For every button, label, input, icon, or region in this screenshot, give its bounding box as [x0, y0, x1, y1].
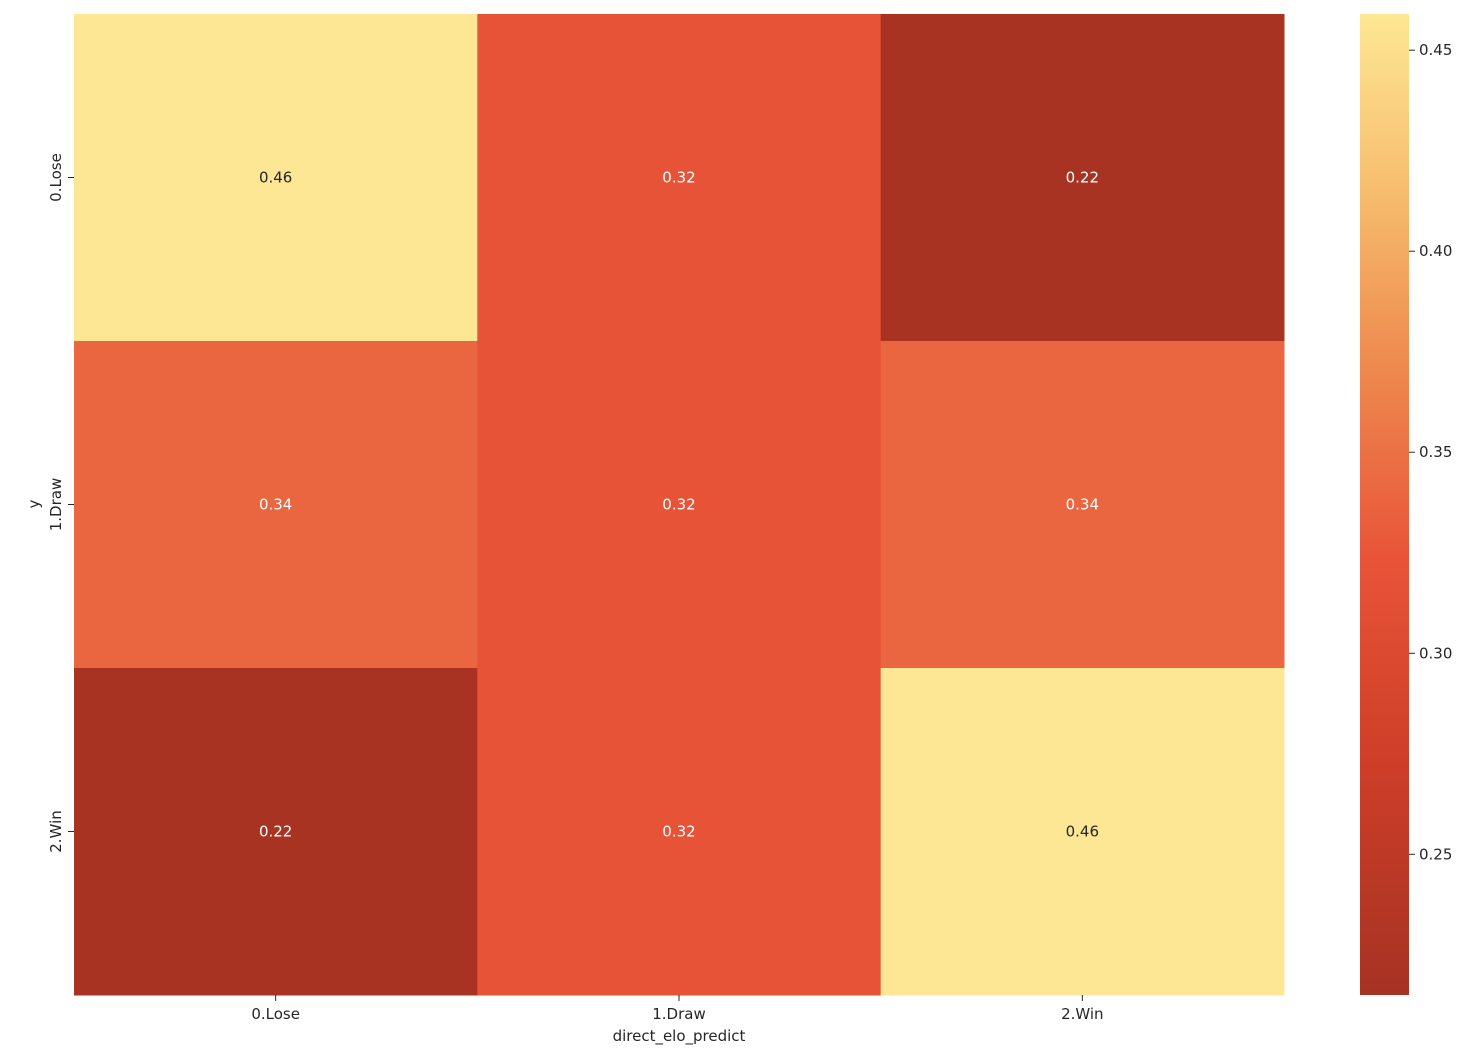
y-axis-ticks: 0.Lose 1.Draw 2.Win	[47, 153, 74, 853]
heatmap-cell-r0-c2	[880, 14, 1285, 342]
x-tick-label: 0.Lose	[251, 1005, 300, 1023]
heatmap-cell-r1-c2	[880, 341, 1285, 669]
heatmap-cell-r0-c0	[74, 14, 478, 342]
colorbar-tick-label: 0.45	[1419, 41, 1452, 59]
colorbar-tick-label: 0.25	[1419, 845, 1452, 863]
cell-value-label-r2-c0: 0.22	[259, 823, 292, 841]
colorbar-gradient	[1360, 14, 1409, 995]
cell-value-label-r2-c2: 0.46	[1066, 823, 1099, 841]
colorbar	[1360, 14, 1409, 995]
colorbar-tick-label: 0.30	[1419, 644, 1452, 662]
cell-value-label-r1-c1: 0.32	[662, 496, 695, 514]
cell-value-label-r2-c1: 0.32	[662, 823, 695, 841]
heatmap-cell-labels: 0.46 0.32 0.22 0.34 0.32 0.34 0.22 0.32 0.46	[259, 169, 1099, 841]
cell-value-label-r0-c1: 0.32	[662, 169, 695, 187]
colorbar-tick-label: 0.35	[1419, 443, 1452, 461]
x-tick-label: 1.Draw	[652, 1005, 706, 1023]
colorbar-tick-label: 0.40	[1419, 242, 1452, 260]
cell-value-label-r0-c0: 0.46	[259, 169, 292, 187]
cell-value-label-r0-c2: 0.22	[1066, 169, 1099, 187]
cell-value-label-r1-c0: 0.34	[259, 496, 292, 514]
heatmap-cells	[74, 14, 1285, 996]
heatmap-cell-r2-c1	[477, 668, 882, 996]
colorbar-ticks: 0.25 0.30 0.35 0.40 0.45	[1409, 41, 1452, 863]
heatmap-cell-r2-c0	[74, 668, 478, 996]
heatmap-cell-r2-c2	[880, 668, 1285, 996]
y-tick-label: 2.Win	[47, 810, 65, 853]
heatmap-cell-r1-c1	[477, 341, 882, 669]
y-axis-label: y	[25, 499, 43, 508]
heatmap-cell-r0-c1	[477, 14, 882, 342]
cell-value-label-r1-c2: 0.34	[1066, 496, 1099, 514]
x-axis-ticks: 0.Lose 1.Draw 2.Win	[251, 995, 1104, 1023]
x-tick-label: 2.Win	[1061, 1005, 1104, 1023]
heatmap-cell-r1-c0	[74, 341, 478, 669]
x-axis-label: direct_elo_predict	[613, 1027, 746, 1046]
y-tick-label: 1.Draw	[47, 478, 65, 532]
y-tick-label: 0.Lose	[47, 153, 65, 202]
